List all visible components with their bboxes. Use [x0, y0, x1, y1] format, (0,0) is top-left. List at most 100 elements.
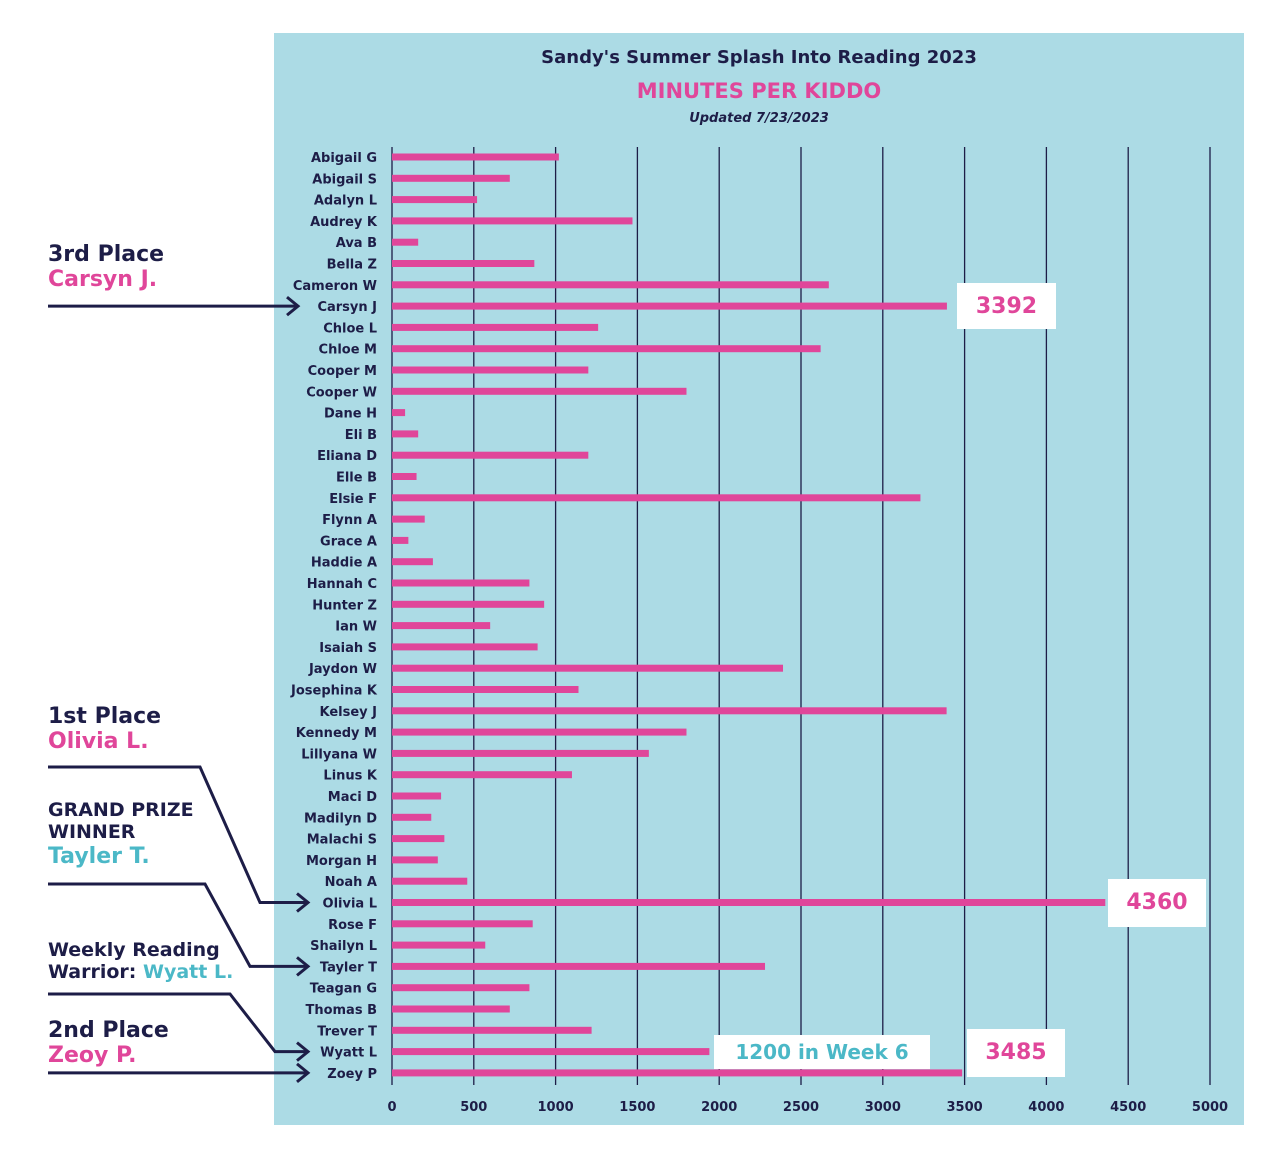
category-label-audrey-k: Audrey K: [310, 215, 378, 230]
category-label-kennedy-m: Kennedy M: [296, 726, 377, 741]
bar-eliana-d: [392, 451, 589, 459]
bar-hunter-z: [392, 600, 545, 608]
category-label-abigail-g: Abigail G: [311, 151, 377, 166]
weekly-line1: Weekly Reading: [48, 939, 220, 961]
bar-carsyn-j: [392, 302, 947, 310]
category-label-chloe-m: Chloe M: [319, 343, 377, 358]
bar-flynn-a: [392, 515, 425, 523]
bar-cameron-w: [392, 281, 829, 289]
arrow-second-place-head: [296, 1062, 311, 1084]
category-label-trever-t: Trever T: [317, 1024, 377, 1039]
arrow-weekly-warrior-head: [296, 1041, 311, 1062]
bar-malachi-s: [392, 835, 445, 843]
first-place-heading: 1st Place: [48, 704, 162, 729]
category-label-eli-b: Eli B: [345, 428, 377, 443]
bar-kennedy-m: [392, 728, 687, 736]
first-place-name: Olivia L.: [48, 729, 149, 755]
arrow-first-place-head: [296, 892, 311, 913]
bar-lillyana-w: [392, 749, 649, 757]
category-label-jaydon-w: Jaydon W: [308, 662, 377, 677]
category-label-abigail-s: Abigail S: [312, 172, 377, 187]
category-label-dane-h: Dane H: [324, 407, 377, 422]
bar-grace-a: [392, 536, 409, 544]
bar-isaiah-s: [392, 643, 538, 651]
bar-olivia-l: [392, 899, 1106, 906]
category-label-morgan-h: Morgan H: [306, 854, 377, 869]
x-tick-label-3000: 3000: [865, 1100, 901, 1115]
category-label-bella-z: Bella Z: [327, 258, 377, 273]
annotation-grand-prize: GRAND PRIZE WINNER Tayler T.: [48, 799, 194, 869]
category-label-madilyn-d: Madilyn D: [304, 811, 377, 826]
bar-audrey-k: [392, 217, 633, 225]
bar-hannah-c: [392, 579, 530, 587]
bar-ian-w: [392, 622, 491, 630]
category-label-olivia-l: Olivia L: [323, 897, 377, 912]
category-label-lillyana-w: Lillyana W: [301, 747, 377, 762]
x-tick-label-4000: 4000: [1028, 1100, 1064, 1115]
annotation-second-place: 2nd Place Zeoy P.: [48, 1018, 169, 1069]
chart-subtitle: MINUTES PER KIDDO: [636, 79, 882, 103]
category-label-josephina-k: Josephina K: [290, 684, 378, 699]
bar-shailyn-l: [392, 941, 486, 949]
bar-jaydon-w: [392, 664, 784, 672]
category-label-hunter-z: Hunter Z: [312, 598, 377, 613]
bar-teagan-g: [392, 984, 530, 992]
weekly-name: Wyatt L.: [143, 960, 234, 983]
bar-wyatt-l: [392, 1048, 710, 1056]
category-label-elsie-f: Elsie F: [329, 492, 377, 507]
bar-trever-t: [392, 1026, 592, 1034]
bar-thomas-b: [392, 1005, 510, 1013]
category-label-maci-d: Maci D: [328, 790, 377, 805]
callout-olivia-value: 4360: [1108, 878, 1206, 927]
category-label-hannah-c: Hannah C: [307, 577, 377, 592]
x-tick-label-4500: 4500: [1110, 1100, 1146, 1115]
bar-madilyn-d: [392, 813, 432, 821]
category-label-elle-b: Elle B: [336, 471, 377, 486]
x-tick-label-0: 0: [387, 1100, 396, 1115]
category-label-noah-a: Noah A: [325, 875, 377, 890]
x-tick-label-3500: 3500: [947, 1100, 983, 1115]
updated-date: Updated 7/23/2023: [689, 111, 829, 126]
category-label-tayler-t: Tayler T: [320, 960, 377, 975]
category-label-ian-w: Ian W: [335, 620, 377, 635]
category-label-linus-k: Linus K: [323, 769, 378, 784]
second-place-heading: 2nd Place: [48, 1018, 169, 1043]
bar-noah-a: [392, 877, 468, 885]
bar-rose-f: [392, 920, 533, 928]
category-label-cameron-w: Cameron W: [293, 279, 377, 294]
x-tick-label-1500: 1500: [619, 1100, 655, 1115]
category-label-flynn-a: Flynn A: [322, 513, 377, 528]
weekly-line2: Warrior:: [48, 960, 137, 983]
category-label-haddie-a: Haddie A: [311, 556, 377, 571]
bar-eli-b: [392, 430, 419, 438]
category-label-cooper-w: Cooper W: [306, 385, 377, 400]
annotation-weekly-warrior: Weekly Reading Warrior: Wyatt L.: [48, 939, 234, 984]
category-label-grace-a: Grace A: [320, 534, 377, 549]
bar-cooper-w: [392, 387, 687, 395]
category-label-chloe-l: Chloe L: [323, 321, 377, 336]
bar-abigail-g: [392, 153, 559, 161]
x-tick-label-500: 500: [460, 1100, 487, 1115]
x-tick-label-1000: 1000: [538, 1100, 574, 1115]
bar-ava-b: [392, 238, 419, 246]
category-label-malachi-s: Malachi S: [307, 833, 377, 848]
bar-bella-z: [392, 260, 535, 267]
annotation-first-place: 1st Place Olivia L.: [48, 704, 161, 755]
category-label-adalyn-l: Adalyn L: [314, 194, 377, 209]
bar-abigail-s: [392, 174, 510, 182]
arrow-grand-prize-line: [48, 882, 308, 968]
grand-prize-line1: GRAND PRIZE: [48, 799, 194, 821]
arrow-weekly-warrior-line: [48, 992, 308, 1054]
x-tick-label-2000: 2000: [701, 1100, 737, 1115]
x-tick-label-5000: 5000: [1192, 1100, 1228, 1115]
bar-haddie-a: [392, 558, 433, 566]
bar-tayler-t: [392, 962, 766, 970]
bar-elsie-f: [392, 494, 921, 502]
bar-morgan-h: [392, 856, 438, 864]
bar-adalyn-l: [392, 196, 478, 204]
category-label-eliana-d: Eliana D: [317, 449, 377, 464]
category-label-kelsey-j: Kelsey J: [319, 705, 377, 720]
callout-carsyn-value: 3392: [957, 283, 1056, 330]
bar-linus-k: [392, 771, 572, 779]
category-label-isaiah-s: Isaiah S: [319, 641, 377, 656]
